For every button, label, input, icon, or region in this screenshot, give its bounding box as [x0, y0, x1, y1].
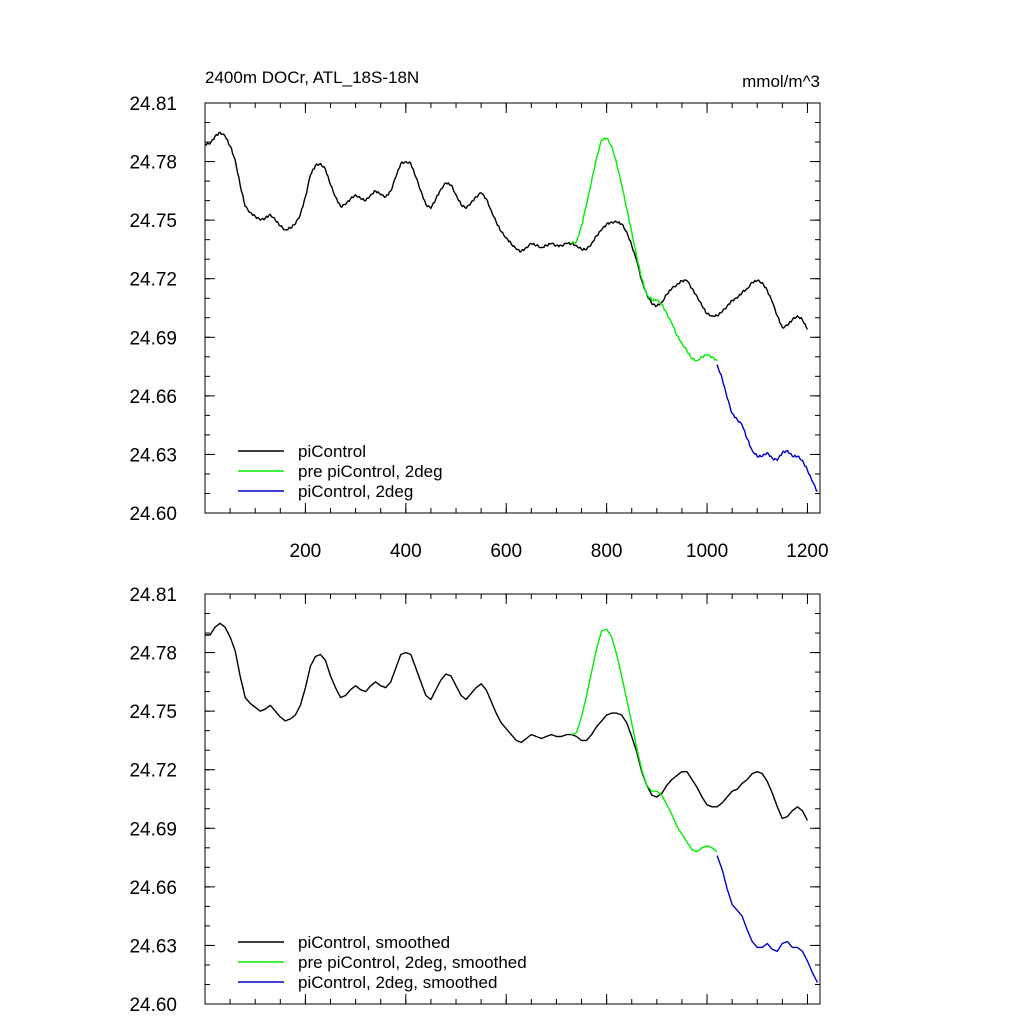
y-tick-label: 24.60: [129, 995, 177, 1016]
units-label: mmol/m^3: [742, 72, 820, 91]
legend-label: pre piControl, 2deg, smoothed: [298, 953, 527, 972]
series-line-3: [716, 855, 819, 983]
y-tick-label: 24.78: [129, 153, 177, 174]
y-tick-label: 24.63: [129, 445, 177, 466]
y-tick-label: 24.69: [129, 328, 177, 349]
y-tick-label: 24.78: [129, 644, 177, 665]
series-line-1: [204, 131, 809, 330]
legend-label: piControl, smoothed: [298, 933, 450, 952]
series-line-2: [570, 137, 718, 362]
y-tick-label: 24.60: [129, 504, 177, 525]
legend-label: pre piControl, 2deg: [298, 462, 443, 481]
y-tick-label: 24.72: [129, 761, 177, 782]
y-tick-label: 24.69: [129, 819, 177, 840]
x-tick-label: 1000: [686, 541, 728, 562]
x-tick-label: 200: [290, 541, 322, 562]
bottom-panel: 24.60 24.63 24.66 24.69 24.72 24.75 24.78 24.81…: [129, 585, 821, 1016]
y-tick-label: 24.81: [129, 94, 177, 115]
legend-label: piControl, 2deg, smoothed: [298, 973, 497, 992]
legend-label: piControl, 2deg: [298, 482, 413, 501]
y-tick-label: 24.75: [129, 211, 177, 232]
x-tick-label: 400: [390, 541, 422, 562]
y-tick-label: 24.72: [129, 270, 177, 291]
y-tick-label: 24.66: [129, 387, 177, 408]
y-tick-label: 24.75: [129, 702, 177, 723]
series-line-3: [716, 364, 818, 492]
series-line-1: [205, 622, 809, 821]
series-line-2: [571, 628, 718, 853]
chart-title: 2400m DOCr, ATL_18S-18N: [205, 68, 419, 87]
x-tick-label: 800: [591, 541, 623, 562]
x-tick-label: 600: [490, 541, 522, 562]
x-tick-label: 1200: [786, 541, 828, 562]
y-tick-label: 24.66: [129, 878, 177, 899]
plot-frame: [204, 593, 821, 1005]
y-tick-label: 24.81: [129, 585, 177, 606]
legend-label: piControl: [298, 442, 366, 461]
y-tick-label: 24.63: [129, 936, 177, 957]
top-panel: 24.60 24.63 24.66 24.69 24.72 24.75 24.78 24.81…: [129, 94, 828, 562]
plot-frame: [204, 102, 821, 514]
